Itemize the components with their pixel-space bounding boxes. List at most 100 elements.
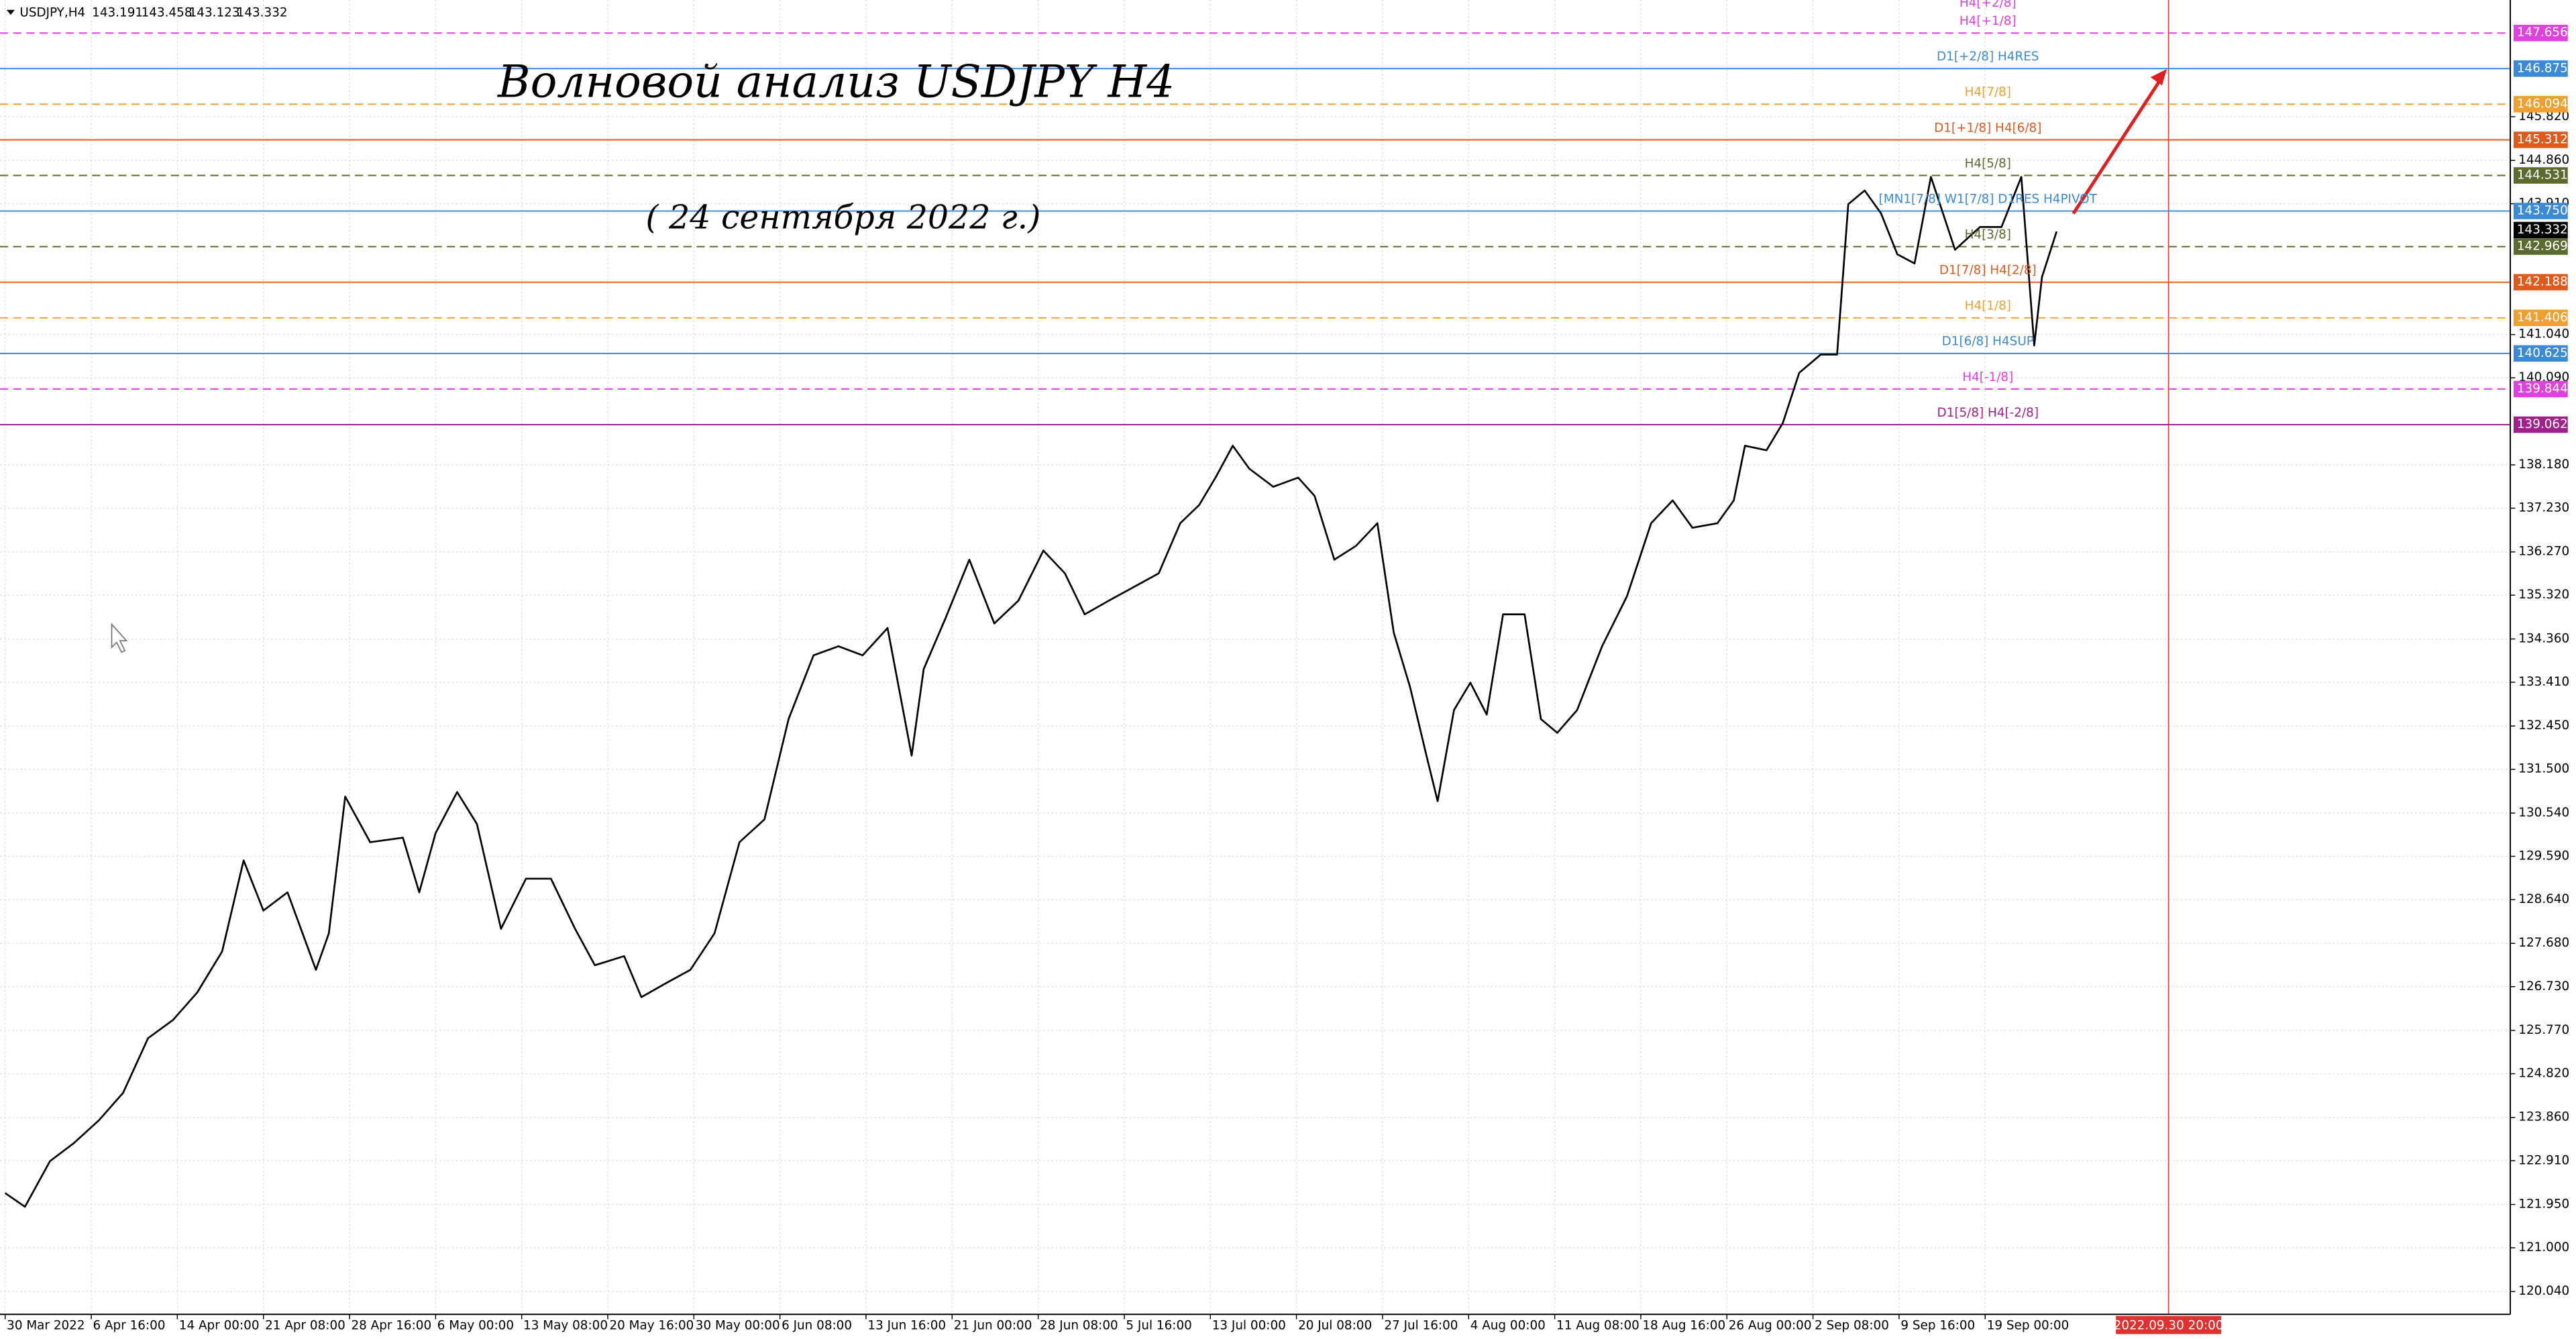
y-tick-label: 130.540 bbox=[2518, 806, 2569, 820]
price-box bbox=[2513, 167, 2568, 184]
price-box-label: 139.062 bbox=[2517, 417, 2568, 431]
level-label: H4[3/8] bbox=[1965, 227, 2011, 242]
y-tick-label: 125.770 bbox=[2518, 1023, 2569, 1037]
labels: 120.040 121.000 121.950 122.910 123.860 124.8… bbox=[4, 14, 2569, 1334]
y-tick-label: 133.410 bbox=[2518, 675, 2569, 689]
price-box bbox=[2513, 60, 2568, 77]
price-box-label: 140.625 bbox=[2517, 346, 2568, 360]
x-tick-label: 30 May 00:00 bbox=[696, 1318, 780, 1332]
level-label: H4[5/8] bbox=[1965, 156, 2011, 170]
x-tick-label: 14 Apr 00:00 bbox=[179, 1318, 260, 1332]
y-tick-label: 141.040 bbox=[2518, 327, 2569, 341]
x-tick-label: 21 Apr 08:00 bbox=[265, 1318, 345, 1332]
level-label: H4[1/8] bbox=[1965, 299, 2011, 313]
x-tick-label: 4 Aug 00:00 bbox=[1470, 1318, 1546, 1332]
x-tick-label: 28 Jun 08:00 bbox=[1040, 1318, 1118, 1332]
x-tick-label: 13 Jul 00:00 bbox=[1212, 1318, 1286, 1332]
x-tick-label: 27 Jul 16:00 bbox=[1384, 1318, 1458, 1332]
x-tick-label: 26 Aug 00:00 bbox=[1729, 1318, 1812, 1332]
y-tick-label: 135.320 bbox=[2518, 588, 2569, 602]
y-tick-label: 123.860 bbox=[2518, 1110, 2569, 1124]
forecast-arrowhead bbox=[2150, 68, 2167, 86]
ohlc-high: 143.458 bbox=[142, 6, 193, 20]
price-box-label: 144.531 bbox=[2517, 168, 2568, 182]
x-tick-label: 11 Aug 08:00 bbox=[1556, 1318, 1640, 1332]
x-tick-label: 20 Jul 08:00 bbox=[1298, 1318, 1372, 1332]
x-tick-label: 6 Jun 08:00 bbox=[782, 1318, 852, 1332]
price-box bbox=[2513, 131, 2568, 148]
chart-title: Волновой анализ USDJPY H4 bbox=[497, 56, 1175, 107]
y-tick-label: 136.270 bbox=[2518, 545, 2569, 559]
x-tick-label: 5 Jul 16:00 bbox=[1126, 1318, 1191, 1332]
y-tick-label: 121.000 bbox=[2518, 1240, 2569, 1254]
price-box-label: 146.875 bbox=[2517, 61, 2568, 75]
level-label: H4[7/8] bbox=[1965, 85, 2011, 99]
level-label: D1[+1/8] H4[6/8] bbox=[1934, 121, 2041, 135]
levels bbox=[0, 0, 2511, 1315]
header-icon bbox=[6, 9, 15, 15]
current-price-box bbox=[2513, 221, 2568, 239]
x-tick-label: 30 Mar 2022 bbox=[7, 1318, 85, 1332]
price-box bbox=[2513, 24, 2568, 42]
ohlc-close: 143.332 bbox=[237, 6, 288, 20]
price-box bbox=[2513, 416, 2568, 433]
y-tick-label: 144.860 bbox=[2518, 153, 2569, 167]
y-tick-label: 126.730 bbox=[2518, 979, 2569, 994]
level-label: H4[+1/8] bbox=[1960, 14, 2017, 28]
x-tick-label: 19 Sep 00:00 bbox=[1987, 1318, 2070, 1332]
price-line bbox=[4, 176, 2058, 1208]
level-label: D1[6/8] H4SUP bbox=[1942, 335, 2034, 349]
x-tick-label: 9 Sep 16:00 bbox=[1900, 1318, 1975, 1332]
x-tick-label: 28 Apr 16:00 bbox=[351, 1318, 431, 1332]
mouse-cursor bbox=[111, 623, 128, 653]
level-label: D1[7/8] H4[2/8] bbox=[1939, 264, 2037, 278]
price-box bbox=[2513, 274, 2568, 290]
x-tick-label: 6 Apr 16:00 bbox=[93, 1318, 165, 1332]
x-tick-label: 13 May 08:00 bbox=[523, 1318, 608, 1332]
x-tick-label: 21 Jun 00:00 bbox=[954, 1318, 1032, 1332]
time-marker-box bbox=[2116, 1316, 2221, 1334]
x-tick-label: 18 Aug 16:00 bbox=[1642, 1318, 1725, 1332]
price-box bbox=[2513, 345, 2568, 362]
time-marker-label: 2022.09.30 20:00 bbox=[2114, 1318, 2224, 1332]
price-box-label: 145.312 bbox=[2517, 132, 2568, 146]
symbol: USDJPY,H4 bbox=[19, 6, 85, 20]
current-price-label: 143.332 bbox=[2517, 223, 2568, 237]
x-tick-label: 13 Jun 16:00 bbox=[867, 1318, 946, 1332]
y-tick-label: 124.820 bbox=[2518, 1067, 2569, 1081]
y-tick-label: 127.680 bbox=[2518, 936, 2569, 950]
level-label: H4[+2/8] bbox=[1960, 0, 2017, 10]
y-tick-label: 131.500 bbox=[2518, 762, 2569, 776]
price-box bbox=[2513, 238, 2568, 255]
y-tick-label: 145.820 bbox=[2518, 109, 2569, 123]
x-tick-label: 6 May 00:00 bbox=[437, 1318, 514, 1332]
level-label: H4[-1/8] bbox=[1962, 370, 2013, 384]
price-box bbox=[2513, 203, 2568, 219]
y-tick-label: 122.910 bbox=[2518, 1153, 2569, 1167]
y-tick-label: 129.590 bbox=[2518, 849, 2569, 863]
price-box-label: 142.969 bbox=[2517, 239, 2568, 254]
ohlc-low: 143.123 bbox=[189, 6, 240, 20]
level-label: D1[+2/8] H4RES bbox=[1937, 50, 2039, 64]
level-label: [MN1[7/8] W1[7/8] D1RES H4PIVOT bbox=[1879, 192, 2098, 206]
price-box-label: 147.656 bbox=[2517, 25, 2568, 40]
price-box-label: 142.188 bbox=[2517, 275, 2568, 289]
x-tick-label: 20 May 16:00 bbox=[609, 1318, 694, 1332]
price-box-label: 141.406 bbox=[2517, 311, 2568, 325]
header: USDJPY,H4 143.191 143.458 143.123 143.33… bbox=[6, 6, 288, 20]
price-box bbox=[2513, 380, 2568, 398]
y-tick-label: 128.640 bbox=[2518, 892, 2569, 906]
price-box-label: 139.844 bbox=[2517, 382, 2568, 396]
y-tick-label: 120.040 bbox=[2518, 1284, 2569, 1298]
price-series bbox=[4, 176, 2058, 1208]
y-tick-label: 134.360 bbox=[2518, 631, 2569, 645]
price-box bbox=[2513, 96, 2568, 113]
price-box-label: 146.094 bbox=[2517, 97, 2568, 111]
price-box bbox=[2513, 309, 2568, 327]
ohlc-open: 143.191 bbox=[92, 6, 143, 20]
level-label: D1[5/8] H4[-2/8] bbox=[1937, 406, 2039, 420]
y-tick-label: 121.950 bbox=[2518, 1197, 2569, 1212]
